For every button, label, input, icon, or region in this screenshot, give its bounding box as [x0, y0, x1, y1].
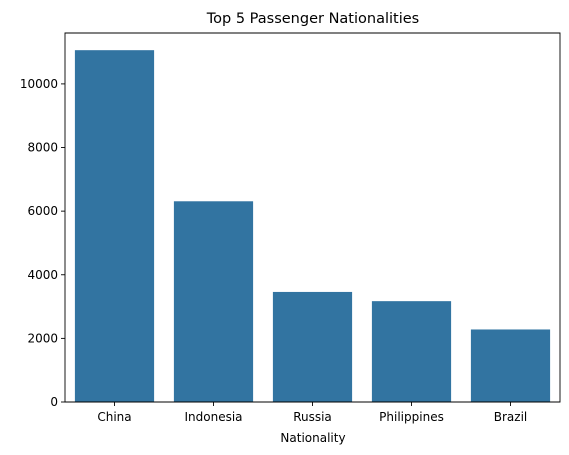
- bar-brazil: [470, 329, 551, 402]
- x-tick-label: Indonesia: [184, 410, 242, 424]
- chart-title: Top 5 Passenger Nationalities: [206, 11, 419, 27]
- x-tick-label: Philippines: [379, 410, 444, 424]
- bars-layer: [74, 50, 551, 403]
- x-tick-label: Brazil: [494, 410, 528, 424]
- plot-area: 0 2000 4000 6000 8000 10000 China Indonesia Rus…: [20, 32, 561, 424]
- bar-philippines: [371, 301, 452, 402]
- x-tick-label: China: [97, 410, 131, 424]
- y-tick-label: 8000: [27, 141, 58, 155]
- y-tick-label: 0: [50, 395, 58, 409]
- y-tick-label: 6000: [27, 204, 58, 218]
- y-axis: 0 2000 4000 6000 8000 10000: [20, 77, 65, 409]
- x-axis: China Indonesia Russia Philippines Brazil: [97, 402, 527, 424]
- plot-frame: [64, 32, 561, 403]
- y-tick-label: 4000: [27, 268, 58, 282]
- y-tick-label: 10000: [20, 77, 58, 91]
- x-tick-label: Russia: [293, 410, 332, 424]
- bar-china: [74, 50, 155, 403]
- bar-russia: [272, 291, 353, 402]
- bar-indonesia: [173, 201, 254, 402]
- y-tick-label: 2000: [27, 331, 58, 345]
- x-axis-label: Nationality: [280, 431, 345, 445]
